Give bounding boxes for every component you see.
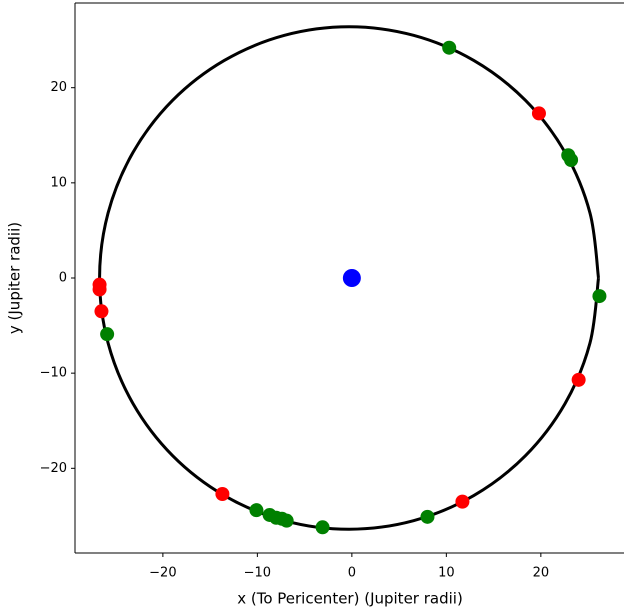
point [531,106,546,121]
point [592,289,607,304]
y-axis-label: y (Jupiter radii) [6,222,24,334]
x-tick-label: 10 [438,566,455,581]
point [249,503,264,518]
point [215,487,230,502]
x-axis-label: x (To Pericenter) (Jupiter radii) [237,590,463,608]
x-tick-label: 0 [348,566,356,581]
point [279,513,294,528]
point [571,372,586,387]
y-tick-label: 20 [50,80,67,95]
x-tick-label: 20 [533,566,550,581]
point [94,304,109,319]
x-tick-label: −20 [149,566,176,581]
point [564,153,579,168]
point [92,282,107,297]
point [315,520,330,535]
point [420,509,435,524]
point [442,40,457,55]
point [100,327,115,342]
x-tick-label: −10 [244,566,271,581]
y-tick-label: −20 [40,461,67,476]
point [342,269,361,287]
y-tick-label: −10 [40,366,67,381]
y-tick-label: 10 [50,175,67,190]
y-tick-label: 0 [59,271,67,286]
point [455,494,470,509]
